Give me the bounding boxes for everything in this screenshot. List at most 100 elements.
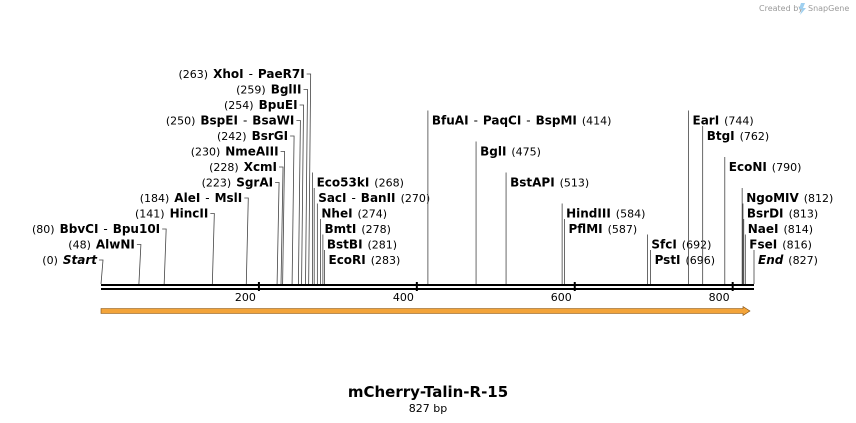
site-position: (816) xyxy=(782,239,812,252)
site-ngomiv[interactable]: NgoMIV (812) xyxy=(741,188,834,284)
site-alei[interactable]: (184) AleI - MslI xyxy=(140,191,249,285)
ruler-tick-label: 600 xyxy=(551,291,572,304)
site-sgrai[interactable]: (223) SgrAI xyxy=(202,176,280,285)
separator: - xyxy=(352,191,356,205)
separator: - xyxy=(103,222,107,236)
site-nhei[interactable]: NheI (274) xyxy=(316,203,388,285)
site-position: (584) xyxy=(616,208,646,221)
enzyme-name: BbvCI xyxy=(60,222,99,236)
dna-backbone xyxy=(101,284,754,290)
site-bsrgi[interactable]: (242) BsrGI xyxy=(217,129,295,285)
site-start[interactable]: (0) Start xyxy=(42,253,104,285)
site-position: (827) xyxy=(788,254,818,267)
separator: - xyxy=(205,191,209,205)
site-alwni[interactable]: (48) AlwNI xyxy=(68,238,142,285)
site-leader-line xyxy=(280,151,286,285)
site-sfci[interactable]: SfcI (692) xyxy=(647,234,712,285)
brand-name: SnapGene xyxy=(808,4,849,13)
site-fsei[interactable]: FseI (816) xyxy=(744,234,812,285)
site-end[interactable]: End (827) xyxy=(753,250,818,284)
site-bgli[interactable]: BglI (475) xyxy=(475,141,541,285)
construct-length: 827 bp xyxy=(409,402,447,415)
site-leader-line xyxy=(306,73,312,285)
site-leader-line xyxy=(210,213,215,285)
site-leader-line xyxy=(275,182,280,285)
site-leader-line xyxy=(290,135,295,285)
site-position: (812) xyxy=(804,192,834,205)
site-xcmi[interactable]: (228) XcmI xyxy=(209,160,284,285)
site-position: (814) xyxy=(784,223,814,236)
site-bmti[interactable]: BmtI (278) xyxy=(320,219,391,284)
site-position: (141) xyxy=(135,208,165,221)
site-econi[interactable]: EcoNI (790) xyxy=(724,157,802,284)
restriction-sites: (0) Start(48) AlwNI(80) BbvCI - Bpu10I(141) Hi… xyxy=(32,67,834,285)
site-psti[interactable]: PstI (696) xyxy=(650,250,716,284)
enzyme-name: BsrGI xyxy=(252,129,289,143)
enzyme-name: XcmI xyxy=(244,160,277,174)
separator: - xyxy=(249,67,253,81)
site-hincii[interactable]: (141) HincII xyxy=(135,207,215,285)
enzyme-name: PflMI xyxy=(569,222,603,236)
enzyme-name: AlwNI xyxy=(96,238,135,252)
enzyme-name: PaqCI xyxy=(483,114,521,128)
site-position: (414) xyxy=(582,115,612,128)
construct-name: mCherry-Talin-R-15 xyxy=(348,383,508,401)
feature-track[interactable] xyxy=(100,305,751,317)
site-bspei[interactable]: (250) BspEI - BsaWI xyxy=(166,114,301,285)
enzyme-name: BmtI xyxy=(325,222,357,236)
site-position: (254) xyxy=(224,99,254,112)
site-pflmi[interactable]: PflMI (587) xyxy=(564,219,637,284)
enzyme-name: AleI xyxy=(174,191,200,205)
enzyme-name: BspMI xyxy=(536,114,577,128)
site-position: (263) xyxy=(179,68,209,81)
site-leader-line xyxy=(299,104,304,285)
enzyme-name: PstI xyxy=(655,253,681,267)
site-btgi[interactable]: BtgI (762) xyxy=(702,126,770,284)
site-position: (475) xyxy=(511,146,541,159)
site-leader-line xyxy=(162,228,167,285)
site-position: (48) xyxy=(68,239,91,252)
site-position: (259) xyxy=(236,84,266,97)
ruler-tick-label: 200 xyxy=(235,291,256,304)
site-position: (80) xyxy=(32,223,55,236)
site-position: (274) xyxy=(358,208,388,221)
site-position: (692) xyxy=(682,239,712,252)
enzyme-name: BsrDI xyxy=(747,207,784,221)
site-eco53ki[interactable]: Eco53kI (268) xyxy=(312,172,404,285)
site-bglii[interactable]: (259) BglII xyxy=(236,83,308,285)
site-bstbi[interactable]: BstBI (281) xyxy=(322,234,398,285)
site-position: (278) xyxy=(361,223,391,236)
site-bbvci[interactable]: (80) BbvCI - Bpu10I xyxy=(32,222,167,285)
site-bstapi[interactable]: BstAPI (513) xyxy=(505,172,590,285)
site-position: (184) xyxy=(140,192,170,205)
enzyme-name: NheI xyxy=(321,207,352,221)
site-ecori[interactable]: EcoRI (283) xyxy=(324,250,400,284)
enzyme-name: BsaWI xyxy=(252,114,294,128)
site-leader-line xyxy=(99,259,104,285)
site-xhoi[interactable]: (263) XhoI - PaeR7I xyxy=(179,67,312,285)
site-position: (513) xyxy=(560,177,590,190)
separator: - xyxy=(243,114,247,128)
site-nmeaiii[interactable]: (230) NmeAIII xyxy=(191,145,286,285)
site-position: (242) xyxy=(217,130,247,143)
site-naei[interactable]: NaeI (814) xyxy=(743,219,814,284)
site-position: (228) xyxy=(209,161,239,174)
enzyme-name: MslI xyxy=(215,191,243,205)
site-position: (281) xyxy=(368,239,398,252)
snapgene-logo-icon xyxy=(799,3,806,15)
site-position: (223) xyxy=(202,177,232,190)
enzyme-name: BspEI xyxy=(200,114,238,128)
enzyme-name: EcoNI xyxy=(729,160,767,174)
ruler: 200 400 600 800 xyxy=(235,282,734,304)
enzyme-name: BglII xyxy=(271,83,302,97)
site-bfuai[interactable]: BfuAI - PaqCI - BspMI (414) xyxy=(427,110,612,285)
orange-arrow-feature[interactable] xyxy=(100,305,751,317)
site-saci[interactable]: SacI - BanII (270) xyxy=(313,188,430,284)
enzyme-name: HindIII xyxy=(566,207,611,221)
site-bsrdi[interactable]: BsrDI (813) xyxy=(742,203,818,285)
site-eari[interactable]: EarI (744) xyxy=(688,110,754,285)
site-position: (283) xyxy=(371,254,401,267)
site-bpuei[interactable]: (254) BpuEI xyxy=(224,98,304,285)
site-leader-line xyxy=(279,166,284,285)
site-hindiii[interactable]: HindIII (584) xyxy=(561,203,646,285)
